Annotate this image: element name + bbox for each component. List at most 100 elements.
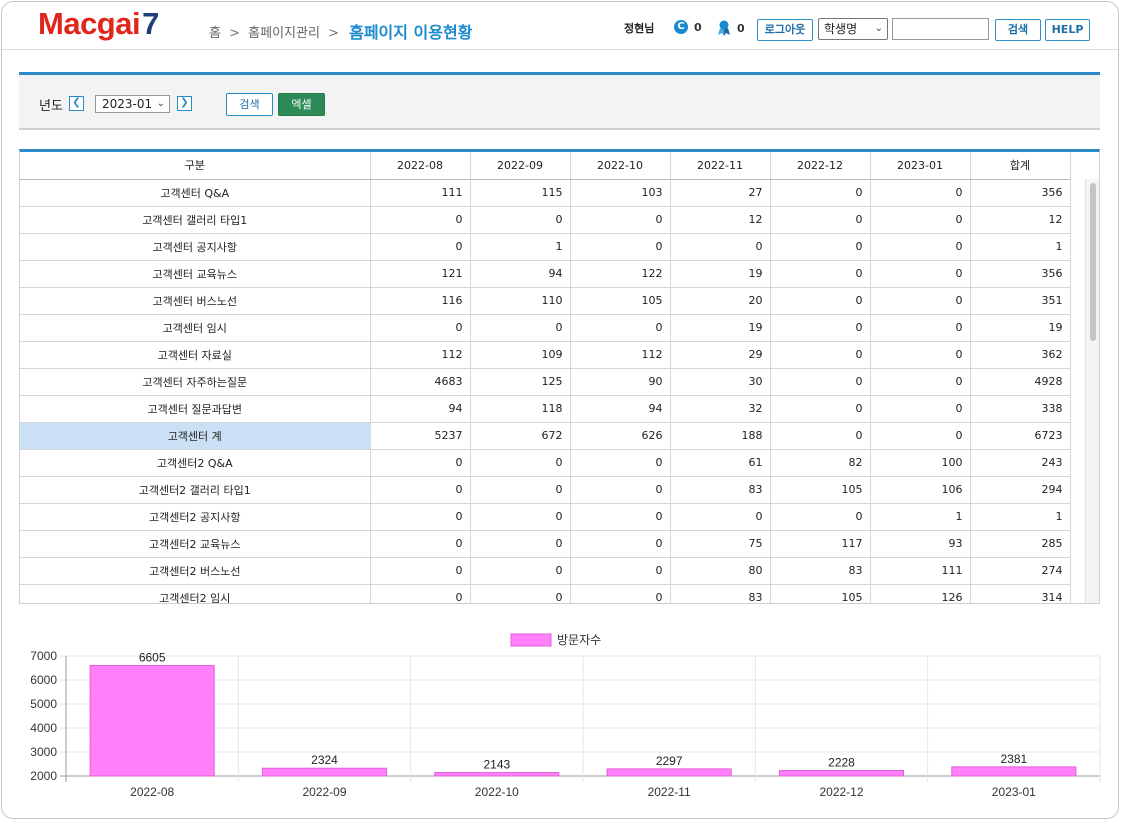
value-cell: 0 — [670, 503, 771, 531]
table-row[interactable]: 고객센터 임시 0 0 0 19 0 0 19 — [20, 314, 1071, 342]
row-category-cell: 고객센터 버스노선 — [20, 287, 371, 315]
column-header[interactable]: 2022-12 — [770, 152, 871, 180]
value-cell: 0 — [670, 233, 771, 261]
column-header[interactable]: 2022-09 — [470, 152, 571, 180]
logo-version: 7 — [142, 6, 159, 41]
bar-chart-svg: 2000 3000 4000 5000 6000 7000 6605 2022-08 2324 2… — [30, 633, 1101, 799]
value-cell: 0 — [370, 584, 471, 603]
column-header[interactable]: 2022-08 — [370, 152, 471, 180]
breadcrumb-section[interactable]: 홈페이지관리 — [248, 26, 320, 41]
column-header[interactable]: 2022-11 — [670, 152, 771, 180]
value-cell: 0 — [470, 557, 571, 585]
table-scrollbar[interactable] — [1085, 179, 1099, 603]
excel-export-button[interactable]: 엑셀 — [278, 93, 325, 116]
y-tick-label: 6000 — [30, 673, 57, 687]
table-row[interactable]: 고객센터 교육뉴스 121 94 122 19 0 0 356 — [20, 260, 1071, 288]
table-row[interactable]: 고객센터2 임시 0 0 0 83 105 126 314 — [20, 584, 1071, 603]
table-row[interactable]: 고객센터2 갤러리 타입1 0 0 0 83 105 106 294 — [20, 476, 1071, 504]
value-cell: 0 — [370, 449, 471, 477]
table-row[interactable]: 고객센터 갤러리 타입1 0 0 0 12 0 0 12 — [20, 206, 1071, 234]
period-select[interactable]: 2023-01 ⌄ — [95, 95, 170, 113]
bar — [89, 664, 215, 777]
table-row[interactable]: 고객센터 Q&A 111 115 103 27 0 0 356 — [20, 179, 1071, 207]
value-cell: 80 — [670, 557, 771, 585]
table-row[interactable]: 고객센터 자주하는질문 4683 125 90 30 0 0 4928 — [20, 368, 1071, 396]
usage-table-grid: 구분 2022-08 2022-09 2022-10 2022-11 2022-… — [20, 152, 1071, 603]
table-row[interactable]: 고객센터 질문과답변 94 118 94 32 0 0 338 — [20, 395, 1071, 423]
value-cell: 105 — [570, 287, 671, 315]
value-cell: 0 — [770, 179, 871, 207]
bar — [261, 767, 388, 777]
table-row[interactable]: 고객센터 버스노선 116 110 105 20 0 0 351 — [20, 287, 1071, 315]
c-circle-icon: C — [674, 20, 688, 34]
column-header[interactable]: 2022-10 — [570, 152, 671, 180]
period-value: 2023-01 — [102, 97, 153, 111]
value-cell: 115 — [470, 179, 571, 207]
search-type-select[interactable]: 학생명 ⌄ — [818, 18, 888, 40]
value-cell: 1 — [970, 233, 1071, 261]
row-category-cell: 고객센터 자주하는질문 — [20, 368, 371, 396]
breadcrumb-home[interactable]: 홈 — [209, 26, 221, 41]
table-row[interactable]: 고객센터2 Q&A 0 0 0 61 82 100 243 — [20, 449, 1071, 477]
value-cell: 112 — [370, 341, 471, 369]
value-cell: 0 — [770, 206, 871, 234]
value-cell: 314 — [970, 584, 1071, 603]
value-cell: 19 — [970, 314, 1071, 342]
x-tick-label: 2022-12 — [819, 785, 863, 799]
row-category-cell: 고객센터 공지사항 — [20, 233, 371, 261]
table-row[interactable]: 고객센터2 버스노선 0 0 0 80 83 111 274 — [20, 557, 1071, 585]
help-button[interactable]: HELP — [1045, 19, 1090, 41]
table-row[interactable]: 고객센터 계 5237 672 626 188 0 0 6723 — [20, 422, 1071, 450]
scrollbar-thumb[interactable] — [1090, 183, 1096, 341]
column-header[interactable]: 구분 — [20, 152, 371, 180]
header-search-button[interactable]: 검색 — [995, 19, 1041, 41]
message-counter[interactable]: C 0 — [674, 20, 702, 34]
chevron-down-icon: ⌄ — [156, 98, 165, 109]
value-cell: 4928 — [970, 368, 1071, 396]
value-cell: 94 — [570, 395, 671, 423]
value-cell: 0 — [770, 422, 871, 450]
value-cell: 0 — [370, 530, 471, 558]
header-search-input[interactable] — [892, 18, 989, 40]
value-cell: 0 — [870, 395, 971, 423]
x-tick-label: 2022-10 — [475, 785, 519, 799]
badge-counter[interactable]: 0 — [717, 20, 745, 36]
table-row[interactable]: 고객센터 자료실 112 109 112 29 0 0 362 — [20, 341, 1071, 369]
year-label: 년도 — [39, 99, 63, 114]
value-cell: 0 — [870, 206, 971, 234]
value-cell: 32 — [670, 395, 771, 423]
row-category-cell: 고객센터2 임시 — [20, 584, 371, 603]
row-category-cell: 고객센터2 버스노선 — [20, 557, 371, 585]
legend-label: 방문자수 — [557, 633, 601, 647]
value-cell: 105 — [770, 476, 871, 504]
table-row[interactable]: 고객센터 공지사항 0 1 0 0 0 0 1 — [20, 233, 1071, 261]
row-category-cell: 고객센터 자료실 — [20, 341, 371, 369]
table-row[interactable]: 고객센터2 교육뉴스 0 0 0 75 117 93 285 — [20, 530, 1071, 558]
table-row[interactable]: 고객센터2 공지사항 0 0 0 0 0 1 1 — [20, 503, 1071, 531]
value-cell: 351 — [970, 287, 1071, 315]
value-cell: 30 — [670, 368, 771, 396]
bar — [606, 768, 732, 777]
column-header[interactable]: 합계 — [970, 152, 1071, 180]
breadcrumb: 홈 > 홈페이지관리 > 홈페이지 이용현황 — [209, 18, 472, 42]
value-cell: 294 — [970, 476, 1071, 504]
logo[interactable]: Macgai7 — [38, 6, 159, 42]
value-cell: 117 — [770, 530, 871, 558]
value-cell: 12 — [970, 206, 1071, 234]
next-period-button[interactable]: ❯ — [177, 96, 192, 111]
bar — [434, 772, 560, 777]
value-cell: 122 — [570, 260, 671, 288]
value-cell: 19 — [670, 260, 771, 288]
value-cell: 0 — [370, 233, 471, 261]
value-cell: 0 — [870, 260, 971, 288]
prev-period-button[interactable]: ❮ — [69, 96, 84, 111]
value-cell: 0 — [570, 503, 671, 531]
column-header[interactable]: 2023-01 — [870, 152, 971, 180]
logout-button[interactable]: 로그아웃 — [757, 19, 813, 41]
value-cell: 90 — [570, 368, 671, 396]
chevron-down-icon: ⌄ — [874, 23, 883, 34]
value-cell: 356 — [970, 179, 1071, 207]
filter-search-button[interactable]: 검색 — [226, 93, 273, 116]
value-cell: 126 — [870, 584, 971, 603]
